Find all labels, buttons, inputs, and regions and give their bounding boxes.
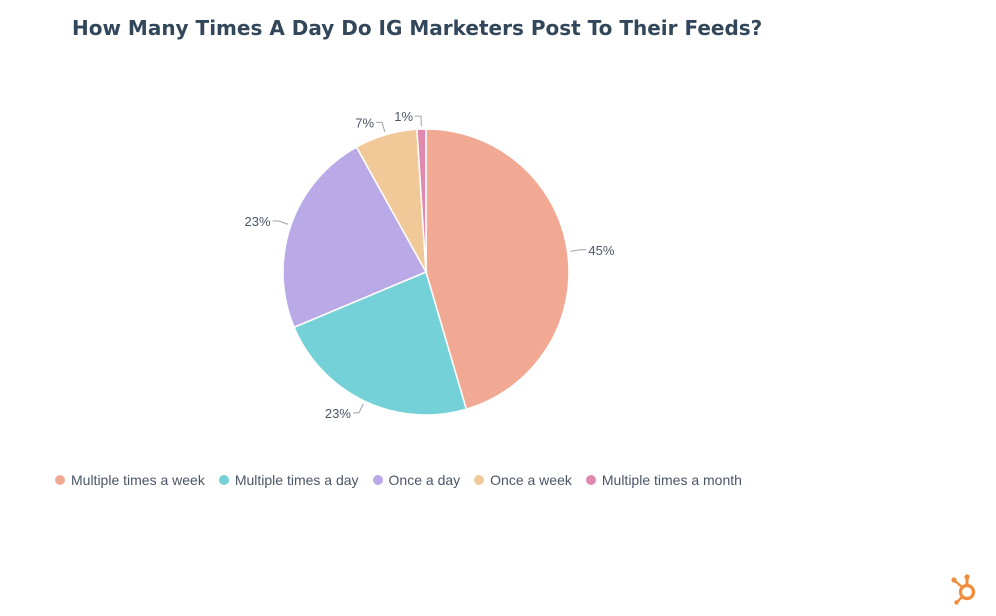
leader-line-once-a-day	[272, 220, 289, 225]
legend-swatch	[218, 475, 229, 485]
hubspot-sprocket-icon	[951, 574, 976, 605]
chart-title: How Many Times A Day Do IG Marketers Pos…	[72, 16, 763, 40]
data-label-once-a-day: 23%	[245, 214, 271, 229]
leader-line-multiple-times-a-month	[415, 115, 422, 127]
legend-swatch	[474, 475, 485, 485]
pie-slice-multiple-times-a-day	[293, 270, 468, 416]
legend-swatch	[585, 475, 596, 485]
data-label-once-a-week: 7%	[355, 115, 374, 130]
legend-label: Multiple times a month	[601, 472, 742, 488]
pie-slice-multiple-times-a-month	[416, 128, 427, 273]
legend-item-once-a-day: Once a day	[372, 472, 461, 488]
legend-label: Multiple times a week	[71, 472, 205, 488]
pie-chart: 45% 23% 23% 7% 1%	[245, 109, 615, 421]
legend-label: Multiple times a day	[234, 472, 359, 488]
legend-label: Once a day	[388, 472, 461, 488]
pie-slice-once-a-day	[282, 146, 428, 329]
leader-line-multiple-times-a-day	[352, 403, 364, 414]
legend-swatch	[55, 475, 65, 485]
data-label-multiple-times-a-day: 23%	[325, 406, 351, 421]
data-label-multiple-times-a-month: 1%	[394, 109, 413, 124]
legend-item-once-a-week: Once a week	[474, 472, 572, 488]
legend-item-multiple-times-a-day: Multiple times a day	[218, 472, 359, 488]
legend-swatch	[372, 475, 383, 485]
chart-legend: Multiple times a week Multiple times a da…	[55, 472, 756, 488]
pie-slice-multiple-times-a-week	[425, 128, 570, 411]
data-label-multiple-times-a-week: 45%	[588, 243, 614, 258]
legend-item-multiple-times-a-week: Multiple times a week	[55, 472, 205, 488]
legend-item-multiple-times-a-month: Multiple times a month	[585, 472, 742, 488]
leader-line-once-a-week	[376, 121, 386, 133]
legend-label: Once a week	[490, 472, 572, 488]
leader-line-multiple-times-a-week	[570, 249, 587, 252]
